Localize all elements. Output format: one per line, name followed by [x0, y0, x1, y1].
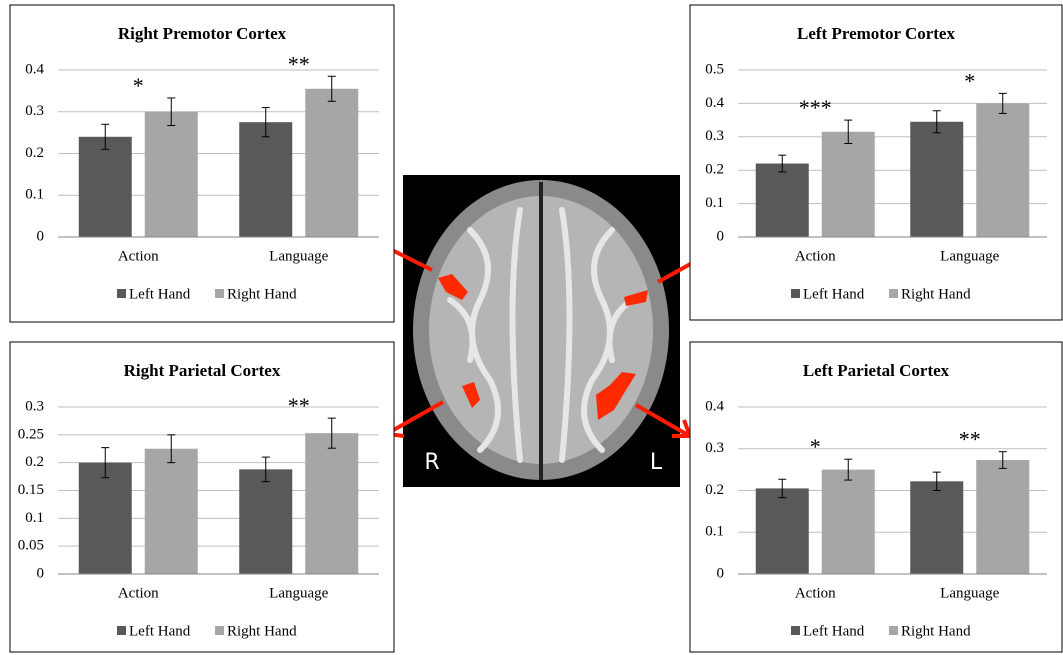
y-tick-label: 0.2 [25, 454, 44, 470]
bar [821, 131, 875, 237]
y-tick-label: 0 [37, 228, 45, 244]
significance: ** [288, 393, 310, 418]
bar [755, 163, 809, 237]
activation [624, 290, 648, 306]
bar [976, 103, 1030, 238]
legend-label: Right Hand [901, 286, 971, 302]
y-tick-label: 0.1 [25, 510, 44, 526]
x-tick-label: Language [940, 585, 999, 601]
y-tick-label: 0.2 [705, 162, 724, 178]
bar [78, 462, 132, 574]
y-tick-label: 0.2 [25, 145, 44, 161]
legend-label: Right Hand [227, 623, 297, 639]
y-tick-label: 0.3 [25, 398, 44, 414]
bar [910, 481, 964, 574]
bar [78, 136, 132, 237]
y-tick-label: 0.5 [705, 61, 724, 77]
y-tick-label: 0.4 [705, 398, 724, 414]
y-tick-label: 0 [717, 228, 725, 244]
legend-label: Left Hand [129, 286, 191, 302]
y-tick-label: 0.4 [705, 95, 724, 111]
image-label: R [424, 450, 439, 475]
bar [144, 111, 198, 237]
x-tick-label: Language [269, 248, 328, 264]
significance: * [810, 434, 821, 459]
x-tick-label: Action [795, 585, 836, 601]
legend-label: Left Hand [803, 286, 865, 302]
y-tick-label: 0.1 [25, 187, 44, 203]
image-label: L [650, 450, 663, 475]
bar [239, 469, 293, 574]
y-tick-label: 0.3 [705, 440, 724, 456]
bar [976, 460, 1030, 574]
activation [462, 382, 480, 408]
bar [239, 122, 293, 237]
bar [755, 488, 809, 574]
legend-swatch [215, 289, 224, 298]
y-tick-label: 0.3 [705, 128, 724, 144]
y-tick-label: 0.4 [25, 61, 44, 77]
x-tick-label: Action [118, 248, 159, 264]
legend-swatch [117, 626, 126, 635]
brain-image: R L [403, 175, 680, 487]
y-tick-label: 0 [37, 565, 45, 581]
legend-swatch [215, 626, 224, 635]
bar [144, 448, 198, 574]
chart-title: Left Premotor Cortex [797, 24, 955, 43]
bar [305, 433, 359, 574]
y-tick-label: 0.3 [25, 103, 44, 119]
significance: ** [288, 51, 310, 76]
bar [910, 121, 964, 237]
chart-title: Right Premotor Cortex [118, 24, 287, 43]
legend-label: Right Hand [901, 623, 971, 639]
bar [821, 469, 875, 574]
white-matter [447, 207, 635, 463]
legend-label: Left Hand [803, 623, 865, 639]
legend-swatch [889, 626, 898, 635]
legend-swatch [791, 626, 800, 635]
legend-label: Right Hand [227, 286, 297, 302]
y-tick-label: 0 [717, 565, 725, 581]
significance: *** [799, 95, 832, 120]
chart-title: Right Parietal Cortex [124, 361, 281, 380]
activation [438, 274, 468, 300]
y-tick-label: 0.15 [18, 482, 44, 498]
y-tick-label: 0.1 [705, 524, 724, 540]
legend-swatch [117, 289, 126, 298]
chart-title: Left Parietal Cortex [803, 361, 950, 380]
x-tick-label: Action [118, 585, 159, 601]
significance: * [133, 73, 144, 98]
y-tick-label: 0.2 [705, 482, 724, 498]
legend-swatch [791, 289, 800, 298]
legend-label: Left Hand [129, 623, 191, 639]
x-tick-label: Action [795, 248, 836, 264]
x-tick-label: Language [940, 248, 999, 264]
activation [596, 372, 636, 420]
bar [305, 88, 359, 237]
x-tick-label: Language [269, 585, 328, 601]
y-tick-label: 0.05 [18, 538, 44, 554]
significance: ** [959, 427, 981, 452]
significance: * [964, 68, 975, 93]
y-tick-label: 0.1 [705, 195, 724, 211]
legend-swatch [889, 289, 898, 298]
y-tick-label: 0.25 [18, 426, 44, 442]
